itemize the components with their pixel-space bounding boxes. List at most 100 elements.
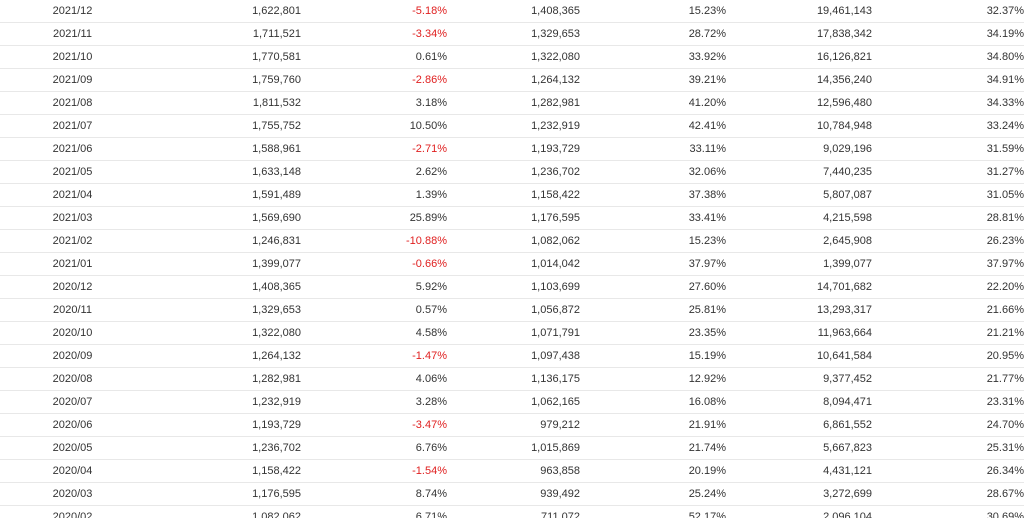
table-row: 2020/04 1,158,422 -1.54% 963,858 20.19% 4,431… — [0, 459, 1024, 483]
table-row: 2021/06 1,588,961 -2.71% 1,193,729 33.11% 9,0… — [0, 137, 1024, 161]
value-2-cell-text: 1,103,699 — [531, 281, 580, 293]
value-2-cell-text: 979,212 — [540, 419, 580, 431]
cumulative-value-cell: 3,272,699 — [726, 482, 872, 506]
change-percent-cell: -2.71% — [301, 137, 447, 161]
month-cell-text: 2021/09 — [52, 74, 93, 86]
value-2-cell-text: 1,062,165 — [531, 396, 580, 408]
table-row: 2020/05 1,236,702 6.76% 1,015,869 21.74% 5,66… — [0, 436, 1024, 460]
cumulative-value-cell: 4,215,598 — [726, 206, 872, 230]
change-percent-cell-text: 3.18% — [415, 97, 447, 109]
growth-percent-cell: 37.38% — [580, 183, 726, 207]
cumulative-value-cell: 17,838,342 — [726, 22, 872, 46]
cumulative-percent-cell: 30.69% — [872, 505, 1024, 518]
month-cell: 2020/11 — [0, 298, 145, 322]
cumulative-percent-cell-text: 20.95% — [986, 350, 1024, 362]
value-2-cell-text: 963,858 — [540, 465, 580, 477]
value-1-cell: 1,711,521 — [145, 22, 301, 46]
month-cell-text: 2020/08 — [52, 373, 93, 385]
cumulative-percent-cell-text: 34.80% — [986, 51, 1024, 63]
table-row: 2020/06 1,193,729 -3.47% 979,212 21.91% 6,861… — [0, 413, 1024, 437]
change-percent-cell: -0.66% — [301, 252, 447, 276]
change-percent-cell: -2.86% — [301, 68, 447, 92]
value-2-cell: 939,492 — [447, 482, 580, 506]
value-2-cell: 963,858 — [447, 459, 580, 483]
cumulative-percent-cell-text: 28.81% — [986, 212, 1024, 224]
cumulative-value-cell: 8,094,471 — [726, 390, 872, 414]
growth-percent-cell-text: 28.72% — [688, 28, 726, 40]
growth-percent-cell-text: 32.06% — [688, 166, 726, 178]
change-percent-cell-text: -2.86% — [412, 74, 447, 86]
month-cell: 2021/10 — [0, 45, 145, 69]
month-cell: 2020/04 — [0, 459, 145, 483]
value-2-cell-text: 1,193,729 — [531, 143, 580, 155]
value-2-cell-text: 1,014,042 — [531, 258, 580, 270]
cumulative-value-cell-text: 10,784,948 — [816, 120, 872, 132]
value-2-cell-text: 711,072 — [541, 511, 580, 518]
change-percent-cell: 25.89% — [301, 206, 447, 230]
cumulative-percent-cell-text: 28.67% — [986, 488, 1024, 500]
value-1-cell-text: 1,633,148 — [252, 166, 301, 178]
change-percent-cell-text: 10.50% — [409, 120, 447, 132]
growth-percent-cell-text: 21.74% — [688, 442, 726, 454]
cumulative-percent-cell-text: 21.21% — [986, 327, 1024, 339]
change-percent-cell-text: 6.71% — [415, 511, 447, 518]
change-percent-cell-text: 2.62% — [415, 166, 447, 178]
value-1-cell: 1,176,595 — [145, 482, 301, 506]
value-1-cell-text: 1,236,702 — [252, 442, 301, 454]
growth-percent-cell-text: 15.23% — [688, 235, 726, 247]
growth-percent-cell-text: 25.81% — [688, 304, 726, 316]
growth-percent-cell-text: 27.60% — [688, 281, 726, 293]
value-1-cell-text: 1,193,729 — [252, 419, 301, 431]
month-cell-text: 2020/07 — [52, 396, 93, 408]
value-1-cell: 1,246,831 — [145, 229, 301, 253]
table-row: 2021/04 1,591,489 1.39% 1,158,422 37.38% 5,80… — [0, 183, 1024, 207]
cumulative-percent-cell: 26.23% — [872, 229, 1024, 253]
month-cell-text: 2020/11 — [53, 304, 92, 316]
month-cell-text: 2020/03 — [52, 488, 93, 500]
cumulative-value-cell-text: 8,094,471 — [823, 396, 872, 408]
growth-percent-cell-text: 33.41% — [688, 212, 726, 224]
cumulative-percent-cell-text: 34.19% — [986, 28, 1024, 40]
cumulative-percent-cell: 22.20% — [872, 275, 1024, 299]
value-2-cell-text: 1,158,422 — [531, 189, 580, 201]
change-percent-cell: 3.18% — [301, 91, 447, 115]
cumulative-value-cell: 9,029,196 — [726, 137, 872, 161]
table-row: 2021/01 1,399,077 -0.66% 1,014,042 37.97% 1,3… — [0, 252, 1024, 276]
change-percent-cell-text: -10.88% — [406, 235, 447, 247]
growth-percent-cell-text: 42.41% — [688, 120, 726, 132]
cumulative-percent-cell: 25.31% — [872, 436, 1024, 460]
cumulative-percent-cell-text: 30.69% — [986, 511, 1024, 518]
value-1-cell-text: 1,264,132 — [252, 350, 301, 362]
cumulative-value-cell: 5,667,823 — [726, 436, 872, 460]
table-row: 2021/10 1,770,581 0.61% 1,322,080 33.92% 16,1… — [0, 45, 1024, 69]
growth-percent-cell: 25.81% — [580, 298, 726, 322]
cumulative-percent-cell: 34.19% — [872, 22, 1024, 46]
value-1-cell-text: 1,759,760 — [252, 74, 301, 86]
month-cell: 2020/02 — [0, 505, 145, 518]
cumulative-percent-cell: 33.24% — [872, 114, 1024, 138]
value-2-cell-text: 1,236,702 — [531, 166, 580, 178]
growth-percent-cell-text: 23.35% — [688, 327, 726, 339]
cumulative-value-cell: 11,963,664 — [726, 321, 872, 345]
table-row: 2020/10 1,322,080 4.58% 1,071,791 23.35% 11,9… — [0, 321, 1024, 345]
change-percent-cell: 6.76% — [301, 436, 447, 460]
change-percent-cell: -1.47% — [301, 344, 447, 368]
month-cell: 2021/04 — [0, 183, 145, 207]
value-1-cell-text: 1,399,077 — [252, 258, 301, 270]
change-percent-cell-text: 3.28% — [415, 396, 447, 408]
value-1-cell-text: 1,082,062 — [252, 511, 301, 518]
cumulative-value-cell-text: 4,431,121 — [823, 465, 872, 477]
cumulative-value-cell: 1,399,077 — [726, 252, 872, 276]
month-cell-text: 2021/11 — [53, 28, 92, 40]
cumulative-percent-cell-text: 26.34% — [986, 465, 1024, 477]
growth-percent-cell: 37.97% — [580, 252, 726, 276]
change-percent-cell-text: -5.18% — [412, 5, 447, 17]
month-cell-text: 2020/06 — [52, 419, 93, 431]
value-1-cell-text: 1,755,752 — [252, 120, 301, 132]
month-cell-text: 2021/03 — [52, 212, 93, 224]
value-2-cell: 1,176,595 — [447, 206, 580, 230]
table-row: 2021/08 1,811,532 3.18% 1,282,981 41.20% 12,5… — [0, 91, 1024, 115]
growth-percent-cell: 23.35% — [580, 321, 726, 345]
month-cell-text: 2021/01 — [52, 258, 93, 270]
cumulative-percent-cell-text: 34.33% — [986, 97, 1024, 109]
